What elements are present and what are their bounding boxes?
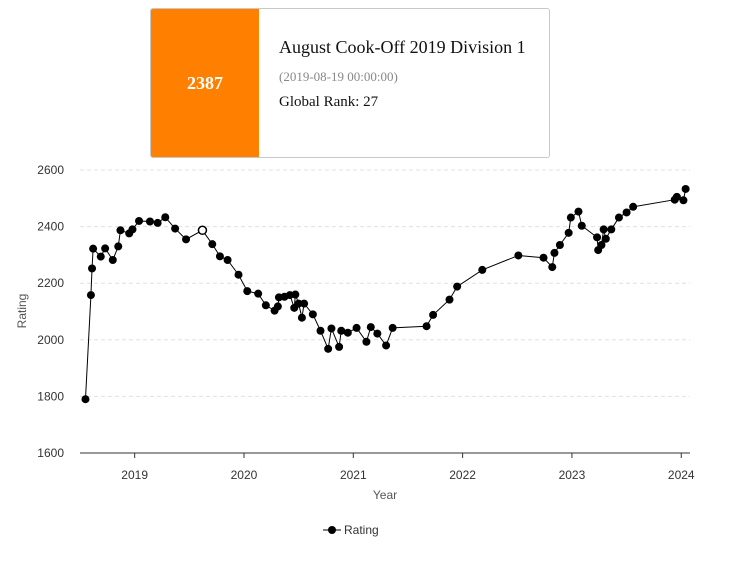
rating-series [81, 184, 690, 404]
contest-tooltip: 2387 August Cook-Off 2019 Division 1 (20… [150, 8, 550, 158]
y-axis-title: Rating [15, 294, 29, 329]
data-point [308, 310, 317, 319]
data-point [215, 252, 224, 261]
data-point [577, 221, 586, 230]
data-point [316, 326, 325, 335]
data-point [555, 240, 564, 249]
data-point [607, 225, 616, 234]
data-point [422, 322, 431, 331]
data-point [171, 224, 180, 233]
data-point [89, 244, 98, 253]
rating-badge: 2387 [151, 9, 259, 157]
data-point [254, 289, 263, 298]
axes: 1600 1800 2000 2200 2400 2600 2019 2020 2021 2022… [37, 163, 695, 482]
data-point [223, 255, 232, 264]
data-point [182, 235, 191, 244]
data-point [327, 324, 336, 333]
legend[interactable]: Rating [323, 523, 379, 537]
data-point [599, 225, 608, 234]
data-point [681, 184, 690, 193]
data-point [593, 233, 602, 242]
data-point [135, 216, 144, 225]
data-point [294, 299, 303, 308]
data-point [539, 253, 548, 262]
data-point [335, 342, 344, 351]
data-point [373, 329, 382, 338]
x-tick-label: 2024 [668, 468, 695, 482]
data-point [597, 240, 606, 249]
contest-date: (2019-08-19 00:00:00) [279, 69, 398, 84]
data-point [679, 196, 688, 205]
data-point [81, 395, 90, 404]
data-point [96, 252, 105, 261]
data-point [208, 240, 217, 249]
data-point [153, 218, 162, 227]
x-tick-label: 2021 [340, 468, 367, 482]
y-tick-label: 2400 [37, 220, 64, 234]
data-point [114, 242, 123, 251]
rating-line [84, 188, 687, 400]
data-point [388, 323, 397, 332]
data-point [564, 228, 573, 237]
data-point [366, 323, 375, 332]
x-axis-title: Year [373, 488, 397, 502]
data-point [273, 302, 282, 311]
data-point [108, 255, 117, 264]
data-point [672, 192, 681, 201]
y-tick-label: 2000 [37, 333, 64, 347]
data-point [145, 217, 154, 226]
x-tick-label: 2023 [559, 468, 586, 482]
contest-info: August Cook-Off 2019 Division 1 (2019-08… [279, 37, 529, 111]
data-point [324, 344, 333, 353]
data-point [352, 323, 361, 332]
grid-lines [80, 169, 690, 397]
data-point [601, 234, 610, 243]
data-point [614, 213, 623, 222]
data-point [445, 295, 454, 304]
x-tick-label: 2020 [231, 468, 258, 482]
data-point [88, 264, 97, 273]
data-point [550, 248, 559, 257]
y-tick-label: 2200 [37, 276, 64, 290]
legend-marker [328, 526, 336, 534]
data-point [101, 244, 110, 253]
data-point [86, 291, 95, 300]
data-point [382, 341, 391, 350]
data-point [622, 208, 631, 217]
data-point [116, 226, 125, 235]
x-tick-label: 2019 [121, 468, 148, 482]
data-point [291, 290, 300, 299]
data-point [343, 328, 352, 337]
data-point [161, 213, 170, 222]
highlighted-point [197, 225, 208, 236]
y-tick-label: 2600 [37, 163, 64, 177]
data-point [362, 337, 371, 346]
data-point [453, 282, 462, 291]
y-tick-label: 1600 [37, 446, 64, 460]
legend-label: Rating [344, 523, 379, 537]
data-point [514, 251, 523, 260]
data-point [566, 213, 575, 222]
data-point [261, 301, 270, 310]
data-point [337, 326, 346, 335]
contest-name: August Cook-Off 2019 Division 1 [279, 37, 526, 57]
data-point [548, 263, 557, 272]
data-point [478, 265, 487, 274]
data-point [128, 225, 137, 234]
data-point [429, 310, 438, 319]
data-point [297, 313, 306, 322]
y-tick-label: 1800 [37, 389, 64, 403]
data-point [300, 299, 309, 308]
data-point [243, 287, 252, 296]
data-point [234, 270, 243, 279]
x-tick-label: 2022 [449, 468, 476, 482]
global-rank: Global Rank: 27 [279, 94, 379, 110]
data-point [574, 207, 583, 216]
data-point [629, 202, 638, 211]
